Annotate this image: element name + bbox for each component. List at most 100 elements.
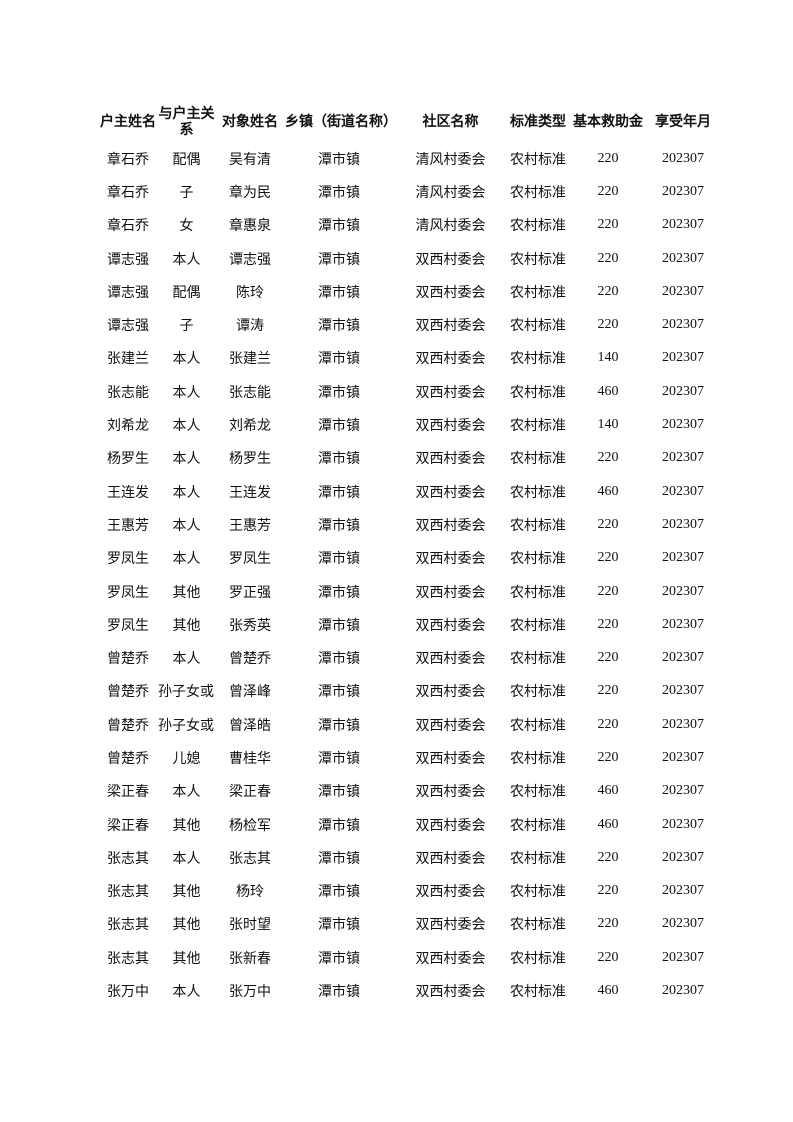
table-cell: 其他 <box>172 918 201 934</box>
table-cell: 女 <box>179 219 194 235</box>
table-cell: 潭市镇 <box>318 385 360 401</box>
table-cell: 双西村委会 <box>415 918 486 934</box>
table-cell: 潭市镇 <box>318 219 360 235</box>
table-cell: 双西村委会 <box>415 985 486 1001</box>
table-row: 谭志强 配偶 陈玲 潭市镇 双西村委会 农村标准 220 202307 <box>98 275 718 308</box>
table-cell: 潭市镇 <box>318 851 360 867</box>
table-cell: 张志能 <box>107 385 149 401</box>
table-cell: 清风村委会 <box>415 185 486 201</box>
table-cell: 双西村委会 <box>415 585 486 601</box>
table-cell: 农村标准 <box>510 818 566 834</box>
table-cell: 202307 <box>662 417 704 433</box>
table-cell: 罗凤生 <box>107 618 149 634</box>
table-cell: 杨玲 <box>236 885 264 901</box>
table-cell: 农村标准 <box>510 518 566 534</box>
table-cell: 双西村委会 <box>415 485 486 501</box>
table-cell: 本人 <box>172 485 201 501</box>
table-cell: 潭市镇 <box>318 419 360 435</box>
table-row: 章石乔 子 章为民 潭市镇 清风村委会 农村标准 220 202307 <box>98 175 718 208</box>
table-row: 谭志强 本人 谭志强 潭市镇 双西村委会 农村标准 220 202307 <box>98 242 718 275</box>
table-cell: 儿媳 <box>172 751 201 767</box>
table-cell: 潭市镇 <box>318 285 360 301</box>
table-row: 刘希龙 本人 刘希龙 潭市镇 双西村委会 农村标准 140 202307 <box>98 408 718 441</box>
column-header: 乡镇（街道名称） <box>285 114 397 130</box>
table-row: 章石乔 配偶 吴有清 潭市镇 清风村委会 农村标准 220 202307 <box>98 142 718 175</box>
table-cell: 罗凤生 <box>107 585 149 601</box>
table-cell: 谭涛 <box>236 319 264 335</box>
table-cell: 张志其 <box>107 918 149 934</box>
table-row: 曾楚乔 本人 曾楚乔 潭市镇 双西村委会 农村标准 220 202307 <box>98 641 718 674</box>
table-cell: 农村标准 <box>510 252 566 268</box>
table-cell: 张志其 <box>107 851 149 867</box>
table-cell: 本人 <box>172 851 201 867</box>
table-cell: 220 <box>597 683 619 699</box>
table-row: 张万中 本人 张万中 潭市镇 双西村委会 农村标准 460 202307 <box>98 974 718 1007</box>
table-cell: 章石乔 <box>107 152 149 168</box>
table-cell: 本人 <box>172 419 201 435</box>
table-cell: 460 <box>597 383 619 399</box>
table-cell: 双西村委会 <box>415 751 486 767</box>
table-cell: 202307 <box>662 483 704 499</box>
table-body: 章石乔 配偶 吴有清 潭市镇 清风村委会 农村标准 220 202307 章石乔子章为民 潭市镇清… <box>98 142 718 1008</box>
table-cell: 张志其 <box>107 951 149 967</box>
table-cell: 潭市镇 <box>318 452 360 468</box>
table-cell: 章为民 <box>229 185 271 201</box>
table-row: 罗凤生 本人 罗凤生 潭市镇 双西村委会 农村标准 220 202307 <box>98 542 718 575</box>
table-cell: 张新春 <box>229 951 271 967</box>
table-cell: 农村标准 <box>510 185 566 201</box>
table-cell: 潭市镇 <box>318 585 360 601</box>
table-cell: 本人 <box>172 652 201 668</box>
table-cell: 220 <box>597 450 619 466</box>
table-cell: 双西村委会 <box>415 818 486 834</box>
table-cell: 张时望 <box>229 918 271 934</box>
table-cell: 潭市镇 <box>318 652 360 668</box>
table-cell: 农村标准 <box>510 718 566 734</box>
table-cell: 本人 <box>172 552 201 568</box>
table-cell: 本人 <box>172 252 201 268</box>
table-cell: 农村标准 <box>510 385 566 401</box>
table-cell: 220 <box>597 650 619 666</box>
table-cell: 农村标准 <box>510 219 566 235</box>
table-cell: 曾泽峰 <box>229 685 271 701</box>
table-cell: 清风村委会 <box>415 152 486 168</box>
table-cell: 潭市镇 <box>318 685 360 701</box>
table-cell: 农村标准 <box>510 685 566 701</box>
table-cell: 潭市镇 <box>318 785 360 801</box>
table-cell: 农村标准 <box>510 452 566 468</box>
table-cell: 清风村委会 <box>415 219 486 235</box>
table-row: 谭志强 子 谭涛 潭市镇 双西村委会 农村标准 220 202307 <box>98 308 718 341</box>
table-cell: 双西村委会 <box>415 252 486 268</box>
table-cell: 潭市镇 <box>318 818 360 834</box>
table-cell: 张建兰 <box>107 352 149 368</box>
table-cell: 罗正强 <box>229 585 271 601</box>
table-cell: 202307 <box>662 916 704 932</box>
table-cell: 本人 <box>172 385 201 401</box>
table-cell: 农村标准 <box>510 851 566 867</box>
table-cell: 配偶 <box>172 285 201 301</box>
table-cell: 潭市镇 <box>318 918 360 934</box>
table-cell: 202307 <box>662 183 704 199</box>
table-row: 杨罗生 本人 杨罗生 潭市镇 双西村委会 农村标准 220 202307 <box>98 442 718 475</box>
header-row: 户主姓名 与户主关系 对象姓名 乡镇（街道名称） 社区名称 标准类型 基本救助金 享受年月 <box>98 102 718 142</box>
table-cell: 潭市镇 <box>318 718 360 734</box>
table-cell: 曾楚乔 <box>107 652 149 668</box>
table-cell: 杨罗生 <box>229 452 271 468</box>
table-cell: 其他 <box>172 951 201 967</box>
table-cell: 张万中 <box>107 985 149 1001</box>
table-cell: 202307 <box>662 816 704 832</box>
table-cell: 460 <box>597 816 619 832</box>
table-cell: 140 <box>597 417 619 433</box>
column-header: 社区名称 <box>422 114 479 130</box>
table-cell: 双西村委会 <box>415 518 486 534</box>
table-cell: 202307 <box>662 583 704 599</box>
table-cell: 202307 <box>662 383 704 399</box>
table-cell: 农村标准 <box>510 951 566 967</box>
table-row: 王惠芳 本人 王惠芳 潭市镇 双西村委会 农村标准 220 202307 <box>98 508 718 541</box>
table-cell: 220 <box>597 616 619 632</box>
table-row: 梁正春 其他 杨检军 潭市镇 双西村委会 农村标准 460 202307 <box>98 808 718 841</box>
table-cell: 潭市镇 <box>318 552 360 568</box>
table-cell: 张志其 <box>107 885 149 901</box>
table-row: 张志其 其他 张新春 潭市镇 双西村委会 农村标准 220 202307 <box>98 941 718 974</box>
table-cell: 220 <box>597 516 619 532</box>
table-cell: 农村标准 <box>510 652 566 668</box>
